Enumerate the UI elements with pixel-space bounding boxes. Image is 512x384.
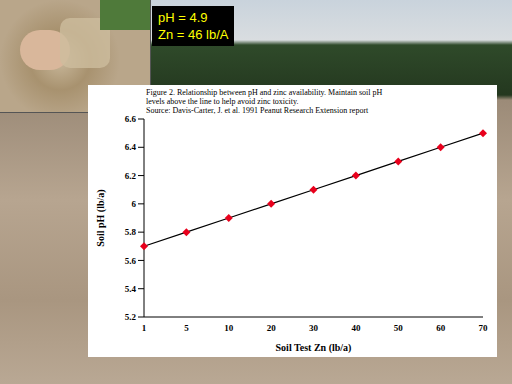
svg-text:6: 6 bbox=[132, 199, 137, 209]
html-text:Figure 2. Relationship between: Figure 2. Relationship between pH and zi… bbox=[146, 88, 383, 115]
svg-text:5.8: 5.8 bbox=[125, 227, 137, 237]
svg-text:40: 40 bbox=[351, 323, 361, 333]
svg-text:60: 60 bbox=[436, 323, 446, 333]
svg-text:20: 20 bbox=[267, 323, 277, 333]
svg-text:5.2: 5.2 bbox=[125, 312, 137, 322]
svg-text:6.4: 6.4 bbox=[125, 142, 137, 152]
svg-text:5.4: 5.4 bbox=[125, 284, 137, 294]
svg-text:1: 1 bbox=[142, 323, 147, 333]
svg-text:6.2: 6.2 bbox=[125, 171, 137, 181]
svg-text:6.6: 6.6 bbox=[125, 114, 137, 124]
svg-text:10: 10 bbox=[224, 323, 234, 333]
svg-text:Soil Test Zn (lb/a): Soil Test Zn (lb/a) bbox=[276, 342, 352, 354]
svg-text:50: 50 bbox=[394, 323, 404, 333]
svg-text:Soil pH (lb/a): Soil pH (lb/a) bbox=[95, 189, 107, 246]
svg-text:5.6: 5.6 bbox=[125, 256, 137, 266]
html-text:pH = 4.9: pH = 4.9 bbox=[158, 10, 208, 25]
svg-text:5: 5 bbox=[184, 323, 189, 333]
html-text:Zn = 46 lb/A: Zn = 46 lb/A bbox=[158, 27, 229, 42]
svg-text:30: 30 bbox=[309, 323, 319, 333]
svg-text:70: 70 bbox=[479, 323, 489, 333]
